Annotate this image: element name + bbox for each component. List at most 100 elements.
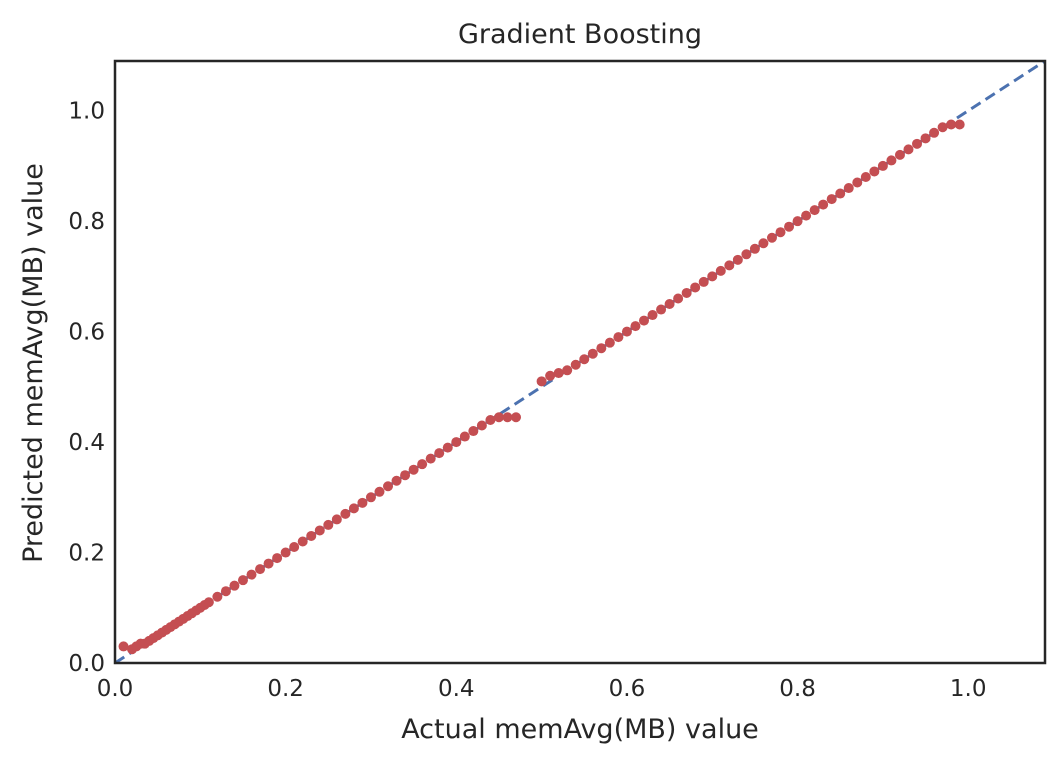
data-point: [203, 597, 214, 608]
data-point: [220, 586, 231, 597]
data-point: [579, 354, 590, 365]
data-point: [741, 249, 752, 260]
data-point: [468, 426, 479, 437]
data-point: [809, 205, 820, 216]
data-point: [263, 558, 274, 569]
x-axis-ticks: 0.0 0.2 0.4 0.6 0.8 1.0: [97, 676, 987, 702]
data-point: [801, 210, 812, 221]
data-point: [502, 412, 513, 423]
data-point: [621, 326, 632, 337]
data-point: [272, 553, 283, 564]
data-point: [664, 299, 675, 310]
data-point: [749, 243, 760, 254]
data-point: [860, 171, 871, 182]
data-point: [536, 376, 547, 387]
data-point: [562, 365, 573, 376]
data-point: [954, 119, 965, 130]
data-point: [929, 127, 940, 138]
data-point: [297, 536, 308, 547]
data-point: [400, 470, 411, 481]
x-tick-label: 0.8: [779, 676, 816, 702]
data-point: [493, 412, 504, 423]
data-point: [306, 530, 317, 541]
data-point: [937, 122, 948, 133]
data-point: [331, 514, 342, 525]
data-point: [784, 221, 795, 232]
data-point: [886, 155, 897, 166]
x-axis-label: Actual memAvg(MB) value: [401, 714, 759, 745]
data-point: [425, 453, 436, 464]
data-point: [894, 149, 905, 160]
data-point: [656, 304, 667, 315]
data-point: [323, 519, 334, 530]
data-point: [681, 287, 692, 298]
data-point: [818, 199, 829, 210]
data-point: [766, 232, 777, 243]
y-tick-label: 1.0: [68, 99, 105, 125]
data-point: [229, 580, 240, 591]
data-point: [570, 359, 581, 370]
data-point: [442, 442, 453, 453]
y-tick-label: 0.8: [68, 209, 105, 235]
y-axis-label: Predicted memAvg(MB) value: [18, 163, 49, 563]
data-points: [118, 119, 965, 655]
data-point: [118, 641, 129, 652]
x-tick-label: 0.2: [267, 676, 304, 702]
data-point: [792, 216, 803, 227]
x-tick-label: 0.0: [97, 676, 134, 702]
data-point: [843, 183, 854, 194]
data-point: [852, 177, 863, 188]
data-point: [289, 542, 300, 553]
chart-title: Gradient Boosting: [458, 19, 702, 50]
y-axis-ticks: 0.0 0.2 0.4 0.6 0.8 1.0: [68, 99, 105, 677]
data-point: [255, 564, 266, 575]
data-point: [758, 238, 769, 249]
data-point: [459, 431, 470, 442]
data-point: [212, 591, 223, 602]
data-point: [698, 276, 709, 287]
x-tick-label: 0.4: [438, 676, 475, 702]
data-point: [391, 475, 402, 486]
data-point: [434, 448, 445, 459]
plot-frame: [113, 59, 1047, 665]
data-point: [596, 343, 607, 354]
data-point: [553, 368, 564, 379]
data-point: [246, 569, 257, 580]
data-point: [673, 293, 684, 304]
data-point: [348, 503, 359, 514]
y-tick-label: 0.6: [68, 320, 105, 346]
data-point: [485, 414, 496, 425]
data-point: [374, 486, 385, 497]
y-tick-label: 0.2: [68, 541, 105, 567]
y-tick-label: 0.4: [68, 430, 105, 456]
data-point: [707, 271, 718, 282]
data-point: [826, 194, 837, 205]
data-point: [613, 332, 624, 343]
data-point: [912, 138, 923, 149]
data-point: [732, 254, 743, 265]
data-point: [340, 508, 351, 519]
data-point: [946, 119, 957, 130]
data-point: [630, 321, 641, 332]
x-tick-label: 0.6: [609, 676, 646, 702]
data-point: [920, 133, 931, 144]
data-point: [715, 265, 726, 276]
data-point: [647, 310, 658, 321]
data-point: [511, 412, 522, 423]
data-point: [877, 160, 888, 171]
data-point: [383, 481, 394, 492]
x-tick-label: 1.0: [950, 676, 987, 702]
data-point: [903, 144, 914, 155]
data-point: [365, 492, 376, 503]
data-point: [237, 575, 248, 586]
data-point: [451, 437, 462, 448]
data-point: [417, 459, 428, 470]
data-point: [690, 282, 701, 293]
data-point: [604, 337, 615, 348]
data-point: [775, 227, 786, 238]
data-point: [638, 315, 649, 326]
data-point: [587, 348, 598, 359]
data-point: [476, 420, 487, 431]
